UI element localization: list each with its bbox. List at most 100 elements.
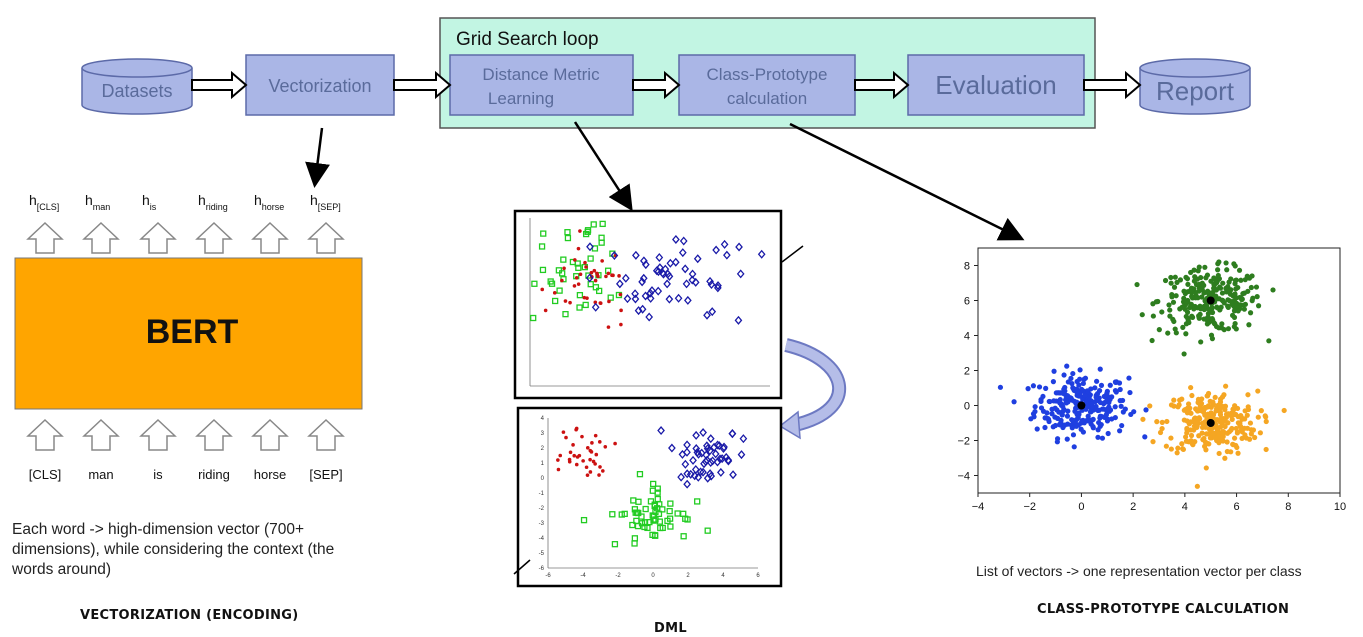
proto-point-s1	[1247, 310, 1254, 316]
proto-point-s1	[1180, 324, 1186, 330]
prototype-centroid-1	[1206, 296, 1215, 305]
dml-plot-2-point-c1	[642, 505, 649, 513]
dml-plot-2-point-c2	[706, 457, 715, 467]
dml-plot-1-point-c0	[560, 256, 567, 263]
up-arrow-bottom-5	[307, 418, 345, 451]
proto-point-s1	[1218, 304, 1224, 310]
dml-plot-2-point-c1	[652, 532, 659, 539]
proto-point-s0	[1098, 382, 1105, 388]
dml-plot-2-xtick-label-3: 0	[651, 573, 655, 579]
dml-plot-1-point-c1	[604, 274, 608, 279]
proto-point-s1	[1174, 279, 1180, 285]
proto-point-s1	[1159, 309, 1165, 315]
dml-plot-2-point-c2	[683, 469, 692, 479]
proto-point-s2	[1183, 434, 1189, 440]
dml-plot-1-point-c1	[563, 299, 568, 303]
dml-plot-1-point-c2	[639, 273, 648, 283]
dml-plot-1-point-c1	[593, 278, 598, 283]
proto-point-s0	[1047, 398, 1053, 405]
dml-plot-2-point-c1	[647, 498, 655, 505]
proto-point-s0	[1131, 409, 1137, 415]
proto-xtick-label-0: −4	[972, 501, 985, 513]
proto-point-s2	[1202, 424, 1209, 430]
dml-plot-2-point-c2	[739, 434, 748, 444]
dml-plot-2-point-c1	[674, 510, 681, 517]
dml-plot-2-point-c1	[656, 518, 663, 525]
dml-plot-2-point-c1	[666, 507, 673, 515]
dml-plot-1-point-c2	[648, 286, 656, 296]
proto-point-s2	[1213, 408, 1219, 414]
dml-plot-2-ytick-label-2: -4	[539, 536, 545, 542]
dml-plot-1-point-c2	[665, 294, 674, 304]
proto-point-s2	[1199, 430, 1205, 436]
proto-point-s0	[1060, 390, 1067, 397]
bert-output-sub-4: horse	[262, 202, 285, 212]
dml-plot-1-point-c2	[671, 257, 680, 267]
proto-point-s2	[1243, 435, 1249, 441]
pointer-vectorization-to-bert	[305, 127, 330, 188]
proto-point-s2	[1217, 424, 1224, 430]
proto-point-s1	[1198, 339, 1204, 345]
proto-point-s0	[1079, 418, 1085, 424]
proto-point-s0	[1051, 368, 1057, 374]
proto-point-s1	[1199, 294, 1205, 300]
proto-point-s0	[1070, 432, 1077, 438]
dml-plot-2-point-c1	[650, 480, 657, 488]
proto-point-s1	[1231, 303, 1237, 309]
proto-point-s0	[1103, 412, 1110, 418]
proto-point-s1	[1211, 281, 1217, 287]
proto-point-s2	[1205, 390, 1212, 397]
pointer-dml-to-plots	[573, 121, 633, 212]
dml-plot-2-xtick-label-5: 4	[721, 573, 725, 579]
dml-plot-2-point-c2	[700, 459, 708, 469]
proto-point-s0	[1117, 398, 1123, 404]
proto-point-s1	[1172, 274, 1178, 280]
dml-plot-1-point-c2	[659, 269, 668, 279]
dml-plot-2-point-c0	[584, 465, 589, 470]
proto-point-s2	[1189, 392, 1195, 399]
dml-plot-2-point-c2	[729, 470, 737, 480]
proto-point-s2	[1200, 409, 1207, 415]
dml-plot-2-point-c2	[692, 430, 700, 440]
dml-plot-1-point-c2	[631, 294, 640, 304]
dml-plot-2-point-c2	[715, 441, 724, 451]
dml-plot-1-point-c0	[576, 291, 584, 299]
dml-plot-1-point-c2	[610, 251, 619, 261]
proto-point-s2	[1203, 431, 1210, 437]
dml-plot-1-point-c2	[654, 267, 663, 277]
proto-point-s2	[1224, 430, 1231, 436]
dml-plot-2-point-c0	[572, 453, 577, 458]
dml-plot-2-point-c2	[717, 467, 725, 477]
dml-plot-2-point-c1	[633, 517, 640, 525]
proto-point-s1	[1225, 303, 1231, 309]
proto-point-s2	[1263, 418, 1269, 425]
proto-point-s1	[1204, 321, 1210, 327]
proto-point-s1	[1232, 263, 1238, 269]
proto-point-s0	[1065, 379, 1071, 385]
dml-plot-1-point-c2	[663, 279, 672, 289]
dml-plot-1-point-c2	[674, 293, 683, 303]
dml-plot-2-point-c0	[597, 473, 601, 477]
proto-point-s2	[1188, 384, 1194, 391]
dml-plot-2-point-c1	[655, 510, 663, 517]
proto-point-s0	[1056, 409, 1062, 415]
dml-plot-1-point-c1	[576, 282, 581, 286]
proto-point-s2	[1230, 407, 1237, 413]
dml-plot-1-point-c2	[678, 248, 687, 258]
proto-point-s0	[1112, 388, 1119, 394]
dml-plot-1-point-c0	[576, 304, 583, 311]
dml-plot-1-point-c2	[652, 266, 661, 276]
proto-xtick-label-1: −2	[1023, 501, 1036, 513]
dml-plot-1-point-c2	[646, 288, 655, 298]
proto-plot-area	[977, 247, 1341, 494]
dml-plot-2-point-c1	[629, 521, 636, 529]
proto-point-s2	[1257, 430, 1263, 436]
proto-point-s1	[1211, 320, 1217, 326]
proto-point-s0	[1045, 416, 1051, 422]
proto-point-s1	[1168, 274, 1174, 281]
proto-point-s0	[1025, 386, 1031, 392]
dml-plot-2-point-c0	[588, 457, 592, 462]
proto-point-s1	[1162, 277, 1169, 284]
dml-plot-1-point-c2	[654, 286, 663, 296]
